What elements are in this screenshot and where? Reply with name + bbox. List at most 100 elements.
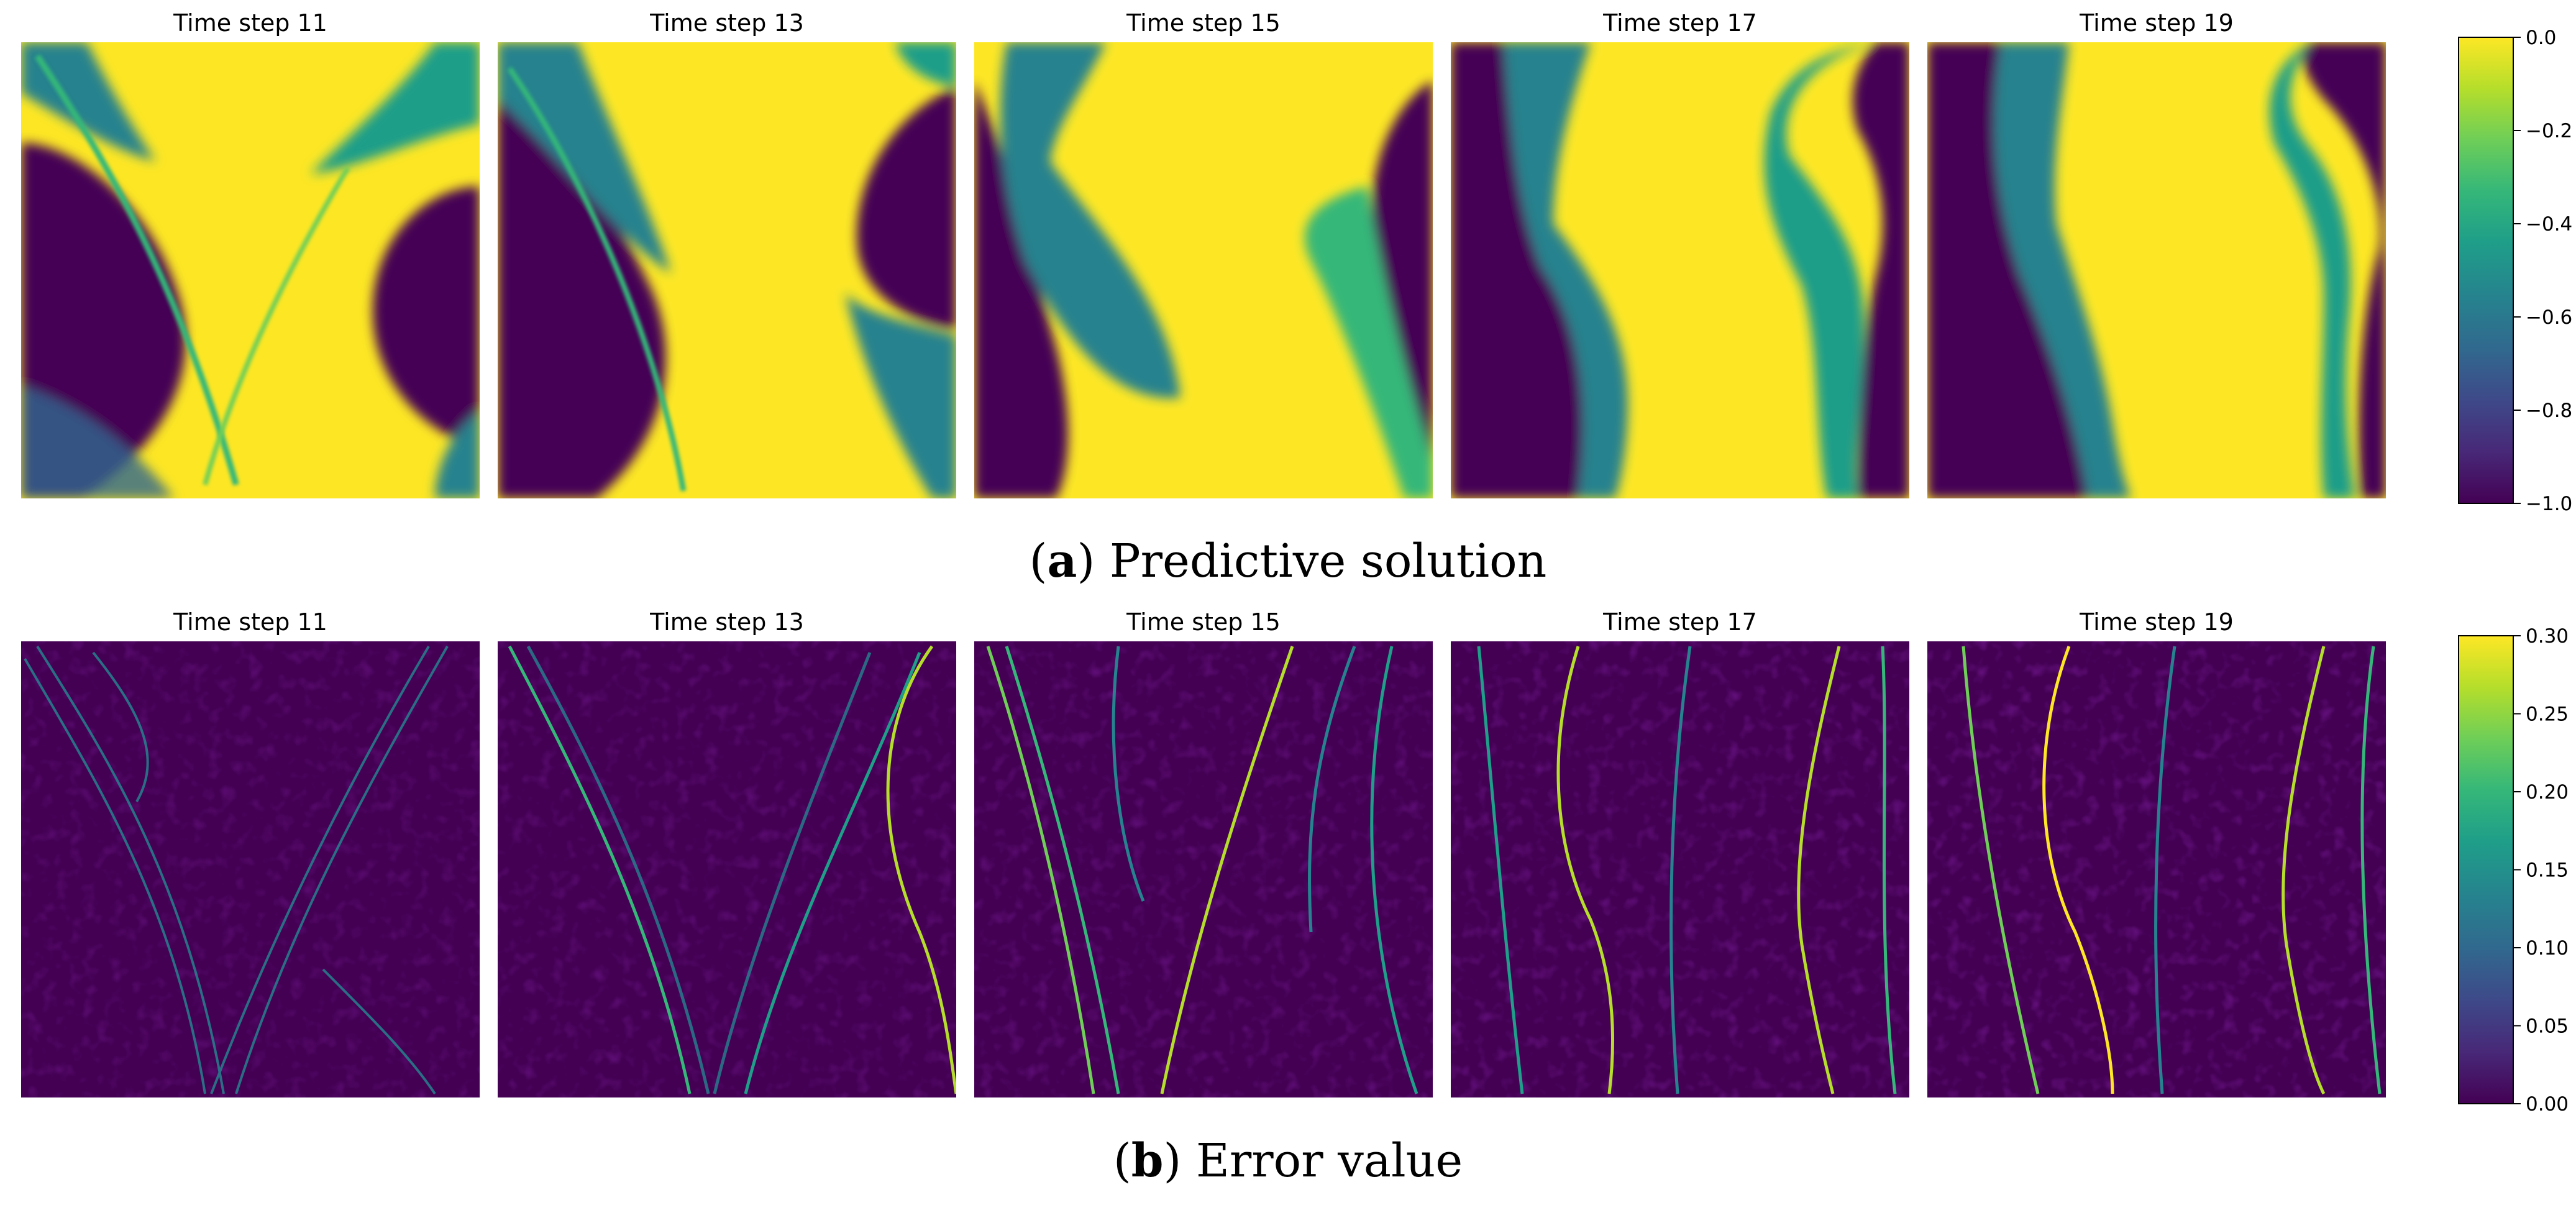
error-streak xyxy=(2154,646,2176,1094)
field-filament xyxy=(507,66,687,492)
error-row: Time step 11 Time step 13 xyxy=(21,608,2569,1116)
field-region xyxy=(2303,42,2386,498)
error-streak xyxy=(1962,646,2040,1094)
error-streak xyxy=(986,646,1095,1094)
error-streak xyxy=(1477,646,1524,1094)
error-streak xyxy=(1160,646,1294,1094)
field-region xyxy=(21,42,155,162)
error-streak xyxy=(1308,646,1356,933)
panel-title: Time step 11 xyxy=(173,9,327,37)
error-streak xyxy=(92,651,149,802)
error-panel-t11: Time step 11 xyxy=(21,608,480,1097)
field-region xyxy=(435,410,480,498)
colorbar-tick-label: −0.8 xyxy=(2526,400,2572,422)
colorbar-tick-label: −1.0 xyxy=(2526,493,2572,515)
panel-title: Time step 13 xyxy=(649,9,804,37)
colorbar-gradient xyxy=(2458,635,2514,1104)
caption-letter: a xyxy=(1047,534,1077,588)
field-region xyxy=(1504,42,1628,498)
panel-title: Time step 19 xyxy=(2079,9,2234,37)
error-streak xyxy=(235,646,449,1094)
colorbar-gradient xyxy=(2458,37,2514,504)
panel-title: Time step 15 xyxy=(1126,9,1281,37)
error-panel-t13: Time step 13 xyxy=(498,608,956,1097)
solution-panel-t13: Time step 13 xyxy=(498,9,956,498)
error-streak xyxy=(322,968,436,1095)
field-region xyxy=(2269,42,2355,498)
error-streak xyxy=(36,645,225,1094)
error-colorbar: 0.30 0.25 0.20 0.15 0.10 0.05 0.00 xyxy=(2458,625,2569,1116)
error-panel-t19: Time step 19 xyxy=(1927,608,2386,1097)
colorbar-tick-label: 0.30 xyxy=(2526,625,2569,648)
panel-title: Time step 17 xyxy=(1602,9,1757,37)
caption-text: Predictive solution xyxy=(1109,534,1547,588)
field-region xyxy=(21,385,174,498)
error-streak xyxy=(2281,646,2326,1095)
error-streak xyxy=(1669,646,1692,1094)
error-streak xyxy=(886,645,956,1094)
error-streak xyxy=(2042,646,2114,1094)
colorbar-tick-label: −0.2 xyxy=(2526,120,2572,142)
colorbar-tick-label: 0.10 xyxy=(2526,937,2569,960)
field-region xyxy=(498,42,671,273)
field-region xyxy=(974,81,1068,498)
error-streak xyxy=(1005,646,1120,1094)
panel-title: Time step 17 xyxy=(1602,608,1757,636)
colorbar-ticks: 0.30 0.25 0.20 0.15 0.10 0.05 0.00 xyxy=(2513,625,2569,1116)
error-streak xyxy=(210,645,430,1094)
error-streak xyxy=(1881,646,1897,1094)
field-region xyxy=(1764,42,1876,498)
panel-title: Time step 15 xyxy=(1126,608,1281,636)
field-region xyxy=(1927,42,2088,498)
caption-b: (b) Error value xyxy=(1113,1134,1463,1188)
field-region xyxy=(1994,42,2131,498)
caption-letter: b xyxy=(1131,1134,1164,1188)
solution-row: Time step 11 Time step 13 xyxy=(21,9,2572,515)
error-streak xyxy=(744,652,921,1094)
error-streak xyxy=(2360,646,2382,1094)
solution-panel-t15: Time step 15 xyxy=(974,9,1433,498)
error-streak xyxy=(1370,646,1418,1094)
field-region xyxy=(1372,81,1433,498)
field-region xyxy=(845,292,956,498)
field-region xyxy=(1451,42,1583,498)
colorbar-tick-label: 0.05 xyxy=(2526,1015,2569,1038)
error-streak xyxy=(1112,646,1145,902)
panel-title: Time step 13 xyxy=(649,608,804,636)
error-panel-t15: Time step 15 xyxy=(974,608,1433,1097)
error-streak xyxy=(526,645,710,1094)
field-region xyxy=(1852,42,1909,498)
error-streak xyxy=(1556,646,1615,1094)
colorbar-tick-label: −0.6 xyxy=(2526,306,2572,329)
colorbar-tick-label: 0.25 xyxy=(2526,703,2569,726)
error-streak xyxy=(713,652,872,1094)
panel-title: Time step 11 xyxy=(173,608,327,636)
colorbar-tick-label: 0.00 xyxy=(2526,1093,2569,1116)
solution-colorbar: 0.0 −0.2 −0.4 −0.6 −0.8 −1.0 xyxy=(2458,27,2572,515)
colorbar-tick-label: 0.15 xyxy=(2526,859,2569,882)
error-streak xyxy=(508,645,692,1094)
solution-panel-t17: Time step 17 xyxy=(1451,9,1909,498)
caption-a: (a) Predictive solution xyxy=(1029,534,1547,588)
field-filament xyxy=(203,166,350,486)
colorbar-tick-label: 0.20 xyxy=(2526,781,2569,804)
field-region xyxy=(1000,42,1181,398)
colorbar-tick-label: 0.0 xyxy=(2526,27,2556,49)
error-streak xyxy=(24,657,206,1094)
error-panel-t17: Time step 17 xyxy=(1451,608,1909,1097)
panel-title: Time step 19 xyxy=(2079,608,2234,636)
field-region xyxy=(1305,186,1433,498)
field-region xyxy=(498,87,666,498)
field-filament xyxy=(34,54,239,486)
error-streak xyxy=(1797,646,1841,1094)
field-region xyxy=(895,42,956,87)
field-region xyxy=(373,186,480,447)
caption-text: Error value xyxy=(1195,1134,1463,1188)
field-region xyxy=(857,87,956,329)
colorbar-ticks: 0.0 −0.2 −0.4 −0.6 −0.8 −1.0 xyxy=(2513,27,2572,515)
field-region xyxy=(311,42,480,174)
solution-panel-t11: Time step 11 xyxy=(21,9,480,498)
colorbar-tick-label: −0.4 xyxy=(2526,213,2572,236)
solution-panel-t19: Time step 19 xyxy=(1927,9,2386,498)
